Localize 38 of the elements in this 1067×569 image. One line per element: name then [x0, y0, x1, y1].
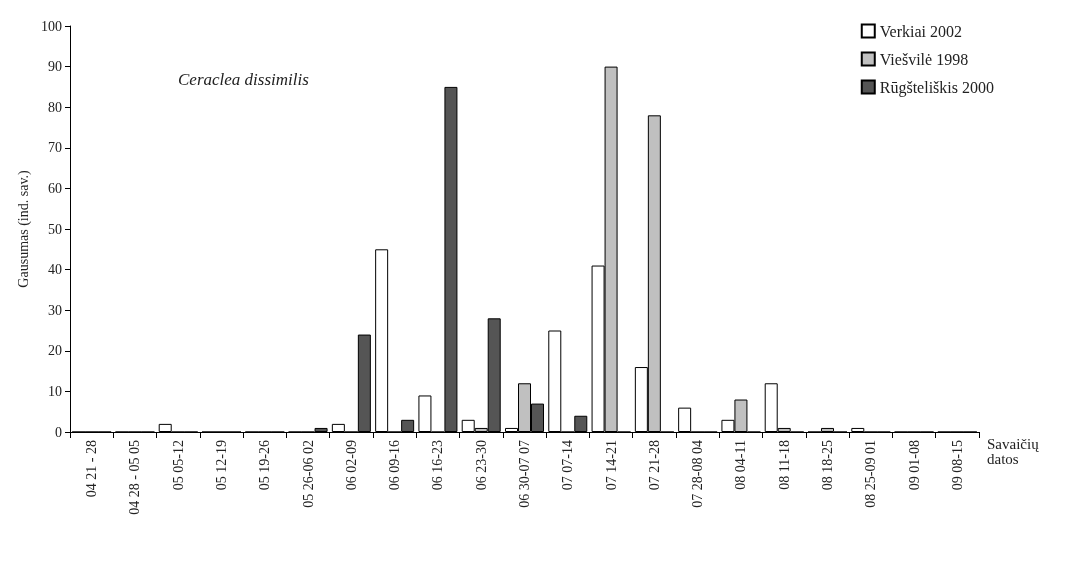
- y-tick-label: 50: [48, 221, 62, 237]
- x-tick-label: 05 12-19: [214, 440, 229, 491]
- y-tick-label: 60: [48, 180, 62, 196]
- x-tick-label: 05 26-06 02: [300, 440, 316, 508]
- y-tick-label: 40: [48, 262, 62, 278]
- y-tick-label: 0: [55, 424, 62, 440]
- x-tick-label: 04 28 - 05 05: [127, 440, 143, 515]
- x-tick-label: 09 08-15: [949, 440, 965, 491]
- x-tick-label: 07 07-14: [560, 440, 576, 491]
- x-tick-label: 08 18-25: [820, 440, 835, 491]
- x-tick-label: 07 21-28: [646, 440, 662, 491]
- y-tick-label: 80: [48, 99, 62, 115]
- legend-label: Viešvilė 1998: [879, 50, 969, 68]
- x-tick-label: 05 19-26: [257, 440, 273, 491]
- y-tick-label: 10: [48, 383, 62, 399]
- y-tick-label: 100: [41, 18, 62, 34]
- y-tick-label: 20: [48, 343, 62, 359]
- x-tick-label: 06 02-09: [343, 440, 359, 491]
- x-tick-label: 06 16-23: [430, 440, 446, 491]
- y-axis-title: Gausumas (ind. sav.): [15, 170, 32, 288]
- x-tick-label: 05 05-12: [170, 440, 186, 491]
- annotation: Ceraclea dissimilis: [178, 70, 310, 89]
- x-tick-label: 07 28-08 04: [690, 440, 706, 508]
- x-tick-label: 08 04-11: [733, 440, 749, 490]
- y-tick-label: 70: [48, 140, 62, 156]
- legend-label: Rūgšteliškis 2000: [879, 78, 994, 97]
- x-tick-label: 04 21 - 28: [84, 440, 100, 498]
- x-axis-title: Savaičių datos: [987, 435, 1040, 467]
- x-tick-label: 06 09-16: [387, 440, 403, 491]
- legend-label: Verkiai 2002: [879, 22, 962, 40]
- x-tick-label: 08 11-18: [776, 440, 792, 490]
- y-tick-label: 30: [48, 302, 62, 318]
- y-tick-label: 90: [48, 59, 62, 75]
- x-tick-label: 08 25-09 01: [863, 440, 879, 508]
- x-tick-label: 06 23-30: [473, 440, 489, 491]
- x-tick-label: 07 14-21: [603, 440, 619, 491]
- x-tick-label: 06 30-07 07: [517, 440, 532, 508]
- x-tick-label: 09 01-08: [906, 440, 922, 491]
